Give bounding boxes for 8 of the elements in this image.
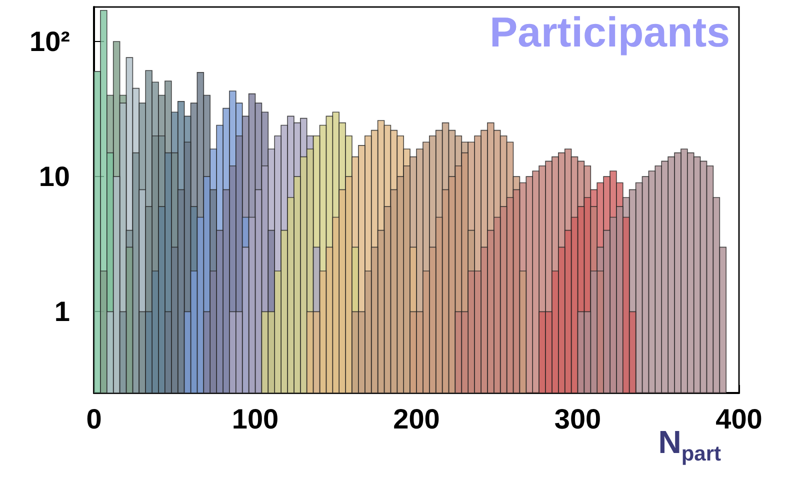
- x-tick-label: 200: [393, 404, 440, 434]
- y-tick-label: 10: [38, 161, 70, 192]
- chart-title: Participants: [490, 8, 730, 56]
- x-tick-label: 100: [232, 404, 279, 434]
- y-tick-label: 10²: [30, 26, 70, 57]
- x-tick-label: 0: [86, 404, 102, 434]
- x-tick-label: 300: [554, 404, 602, 434]
- y-tick-label: 1: [54, 296, 70, 328]
